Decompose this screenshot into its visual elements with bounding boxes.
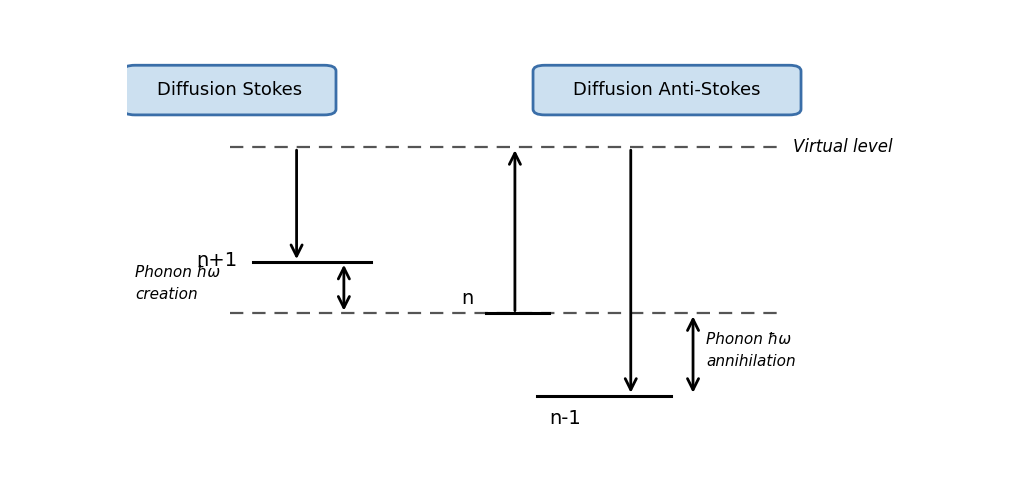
Text: Phonon ħω
annihilation: Phonon ħω annihilation [707,332,796,370]
Text: Virtual level: Virtual level [793,138,893,156]
Text: Phonon ħω
creation: Phonon ħω creation [135,265,220,303]
Text: n+1: n+1 [196,250,238,269]
Text: n-1: n-1 [549,409,581,428]
FancyBboxPatch shape [533,65,801,115]
Text: Diffusion Anti-Stokes: Diffusion Anti-Stokes [574,81,761,99]
Text: Diffusion Stokes: Diffusion Stokes [157,81,302,99]
Text: n: n [462,289,474,308]
FancyBboxPatch shape [123,65,336,115]
